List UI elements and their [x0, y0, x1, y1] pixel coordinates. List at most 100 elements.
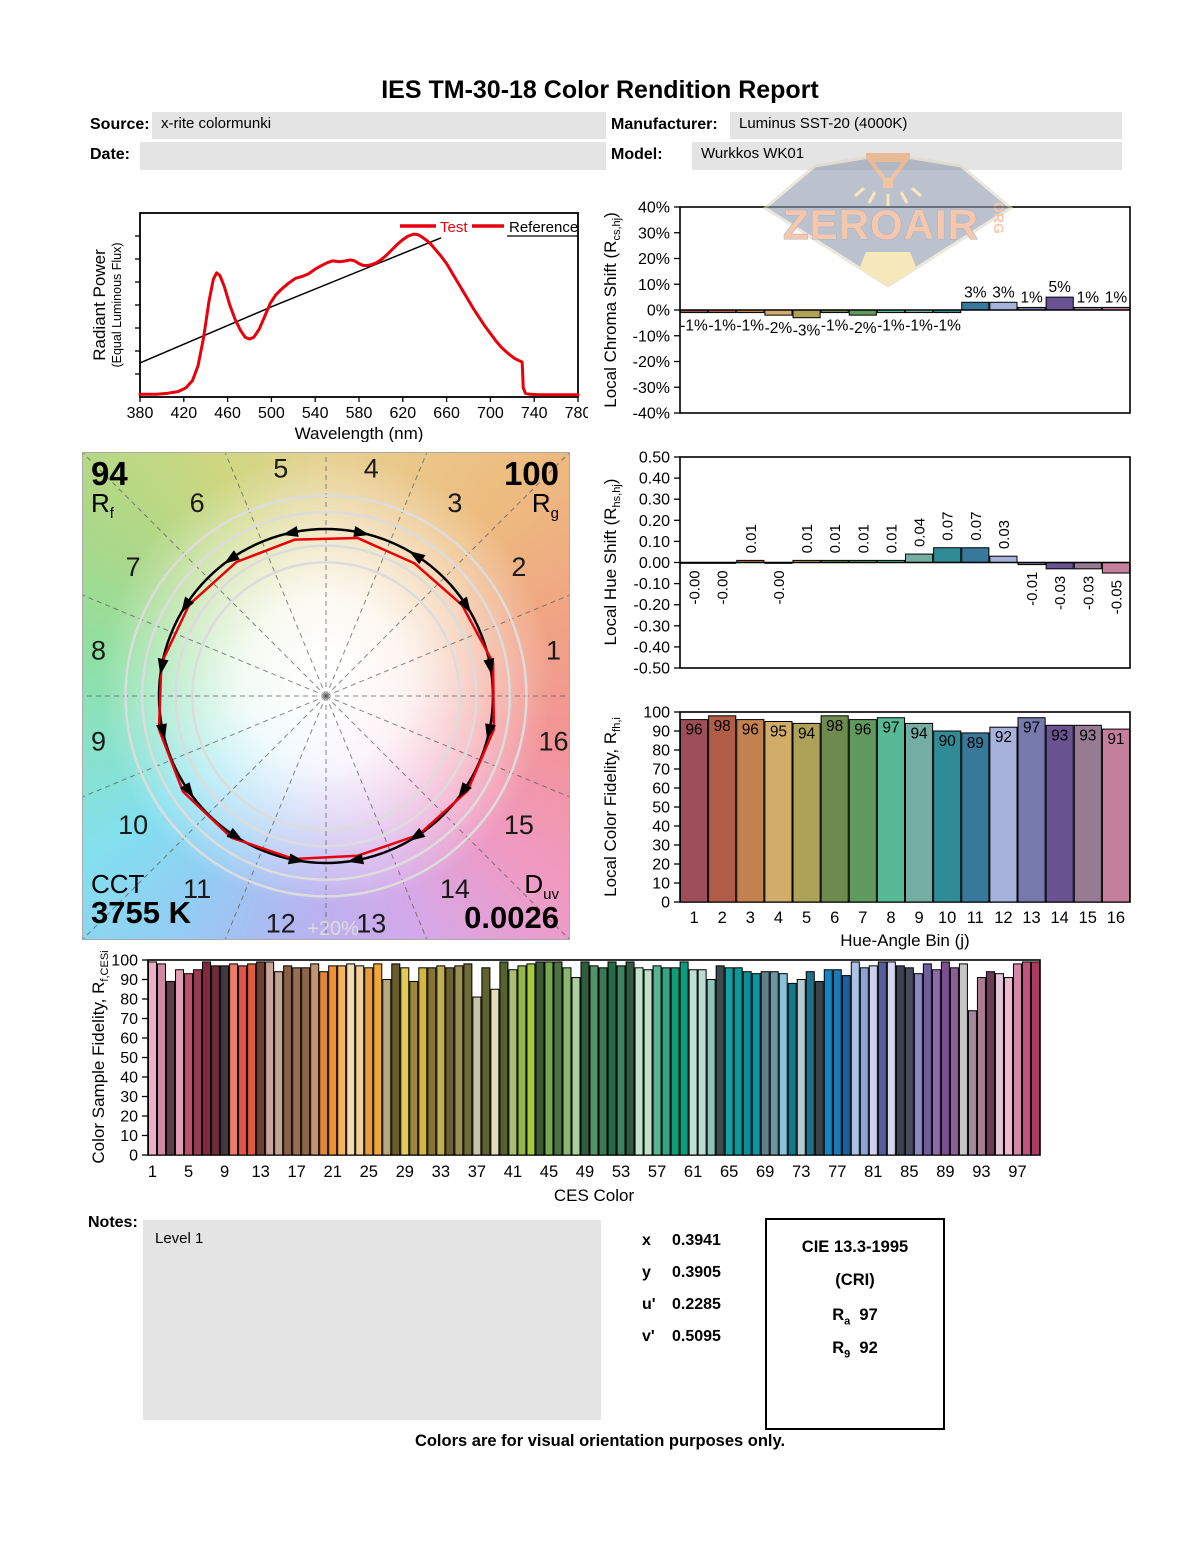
- cct-badge: CCT 3755 K: [91, 869, 191, 930]
- svg-text:Test: Test: [440, 219, 468, 236]
- svg-text:-2%: -2%: [849, 320, 877, 337]
- svg-text:540: 540: [302, 405, 329, 422]
- chromaticity-row-v: v' 0.5095: [642, 1328, 721, 1345]
- chromaticity-row-x: x 0.3941: [642, 1232, 721, 1249]
- date-label: Date:: [90, 146, 131, 163]
- chroma-shift-y-axis-label: Local Chroma Shift (Rcs,hj): [600, 212, 624, 408]
- svg-text:0.01: 0.01: [827, 524, 844, 553]
- svg-text:90: 90: [939, 733, 957, 750]
- svg-text:50: 50: [652, 800, 670, 817]
- svg-text:5%: 5%: [1048, 279, 1071, 296]
- svg-text:-0.00: -0.00: [687, 570, 704, 604]
- svg-text:29: 29: [396, 1163, 414, 1181]
- svg-text:70: 70: [652, 762, 670, 779]
- svg-text:16: 16: [1107, 909, 1125, 927]
- svg-text:-30%: -30%: [633, 380, 670, 397]
- watermark-text: ZEROAIR: [783, 201, 979, 248]
- svg-text:100: 100: [643, 705, 670, 722]
- svg-text:92: 92: [995, 729, 1012, 746]
- svg-text:-40%: -40%: [633, 406, 670, 423]
- svg-text:3: 3: [447, 488, 462, 518]
- svg-text:Hue-Angle Bin (j): Hue-Angle Bin (j): [840, 931, 969, 950]
- svg-text:65: 65: [720, 1163, 738, 1181]
- svg-text:45: 45: [540, 1163, 558, 1181]
- svg-text:3%: 3%: [964, 284, 987, 301]
- svg-text:10: 10: [118, 810, 148, 840]
- svg-text:53: 53: [612, 1163, 630, 1181]
- source-label: Source:: [90, 116, 150, 133]
- svg-text:9: 9: [220, 1163, 229, 1181]
- svg-text:0.07: 0.07: [940, 512, 957, 541]
- svg-text:+20%: +20%: [307, 918, 359, 939]
- manufacturer-value: Luminus SST-20 (4000K): [739, 115, 908, 132]
- svg-text:57: 57: [648, 1163, 666, 1181]
- svg-text:3%: 3%: [992, 284, 1015, 301]
- svg-text:420: 420: [170, 405, 197, 422]
- svg-text:60: 60: [652, 781, 670, 798]
- rg-badge: 100 Rg: [503, 455, 559, 523]
- cri-ra-row: Ra 97: [832, 1306, 878, 1328]
- svg-text:-0.50: -0.50: [634, 661, 671, 678]
- svg-text:4: 4: [364, 453, 379, 483]
- svg-text:37: 37: [468, 1163, 486, 1181]
- svg-text:12: 12: [994, 909, 1012, 927]
- svg-text:12: 12: [266, 909, 296, 939]
- svg-text:-1%: -1%: [680, 318, 708, 335]
- svg-text:-1%: -1%: [708, 318, 736, 335]
- svg-text:16: 16: [539, 726, 569, 756]
- svg-text:-20%: -20%: [633, 354, 670, 371]
- svg-text:33: 33: [432, 1163, 450, 1181]
- watermark-light-beams: [769, 250, 1007, 286]
- svg-text:11: 11: [967, 909, 984, 927]
- svg-text:-1%: -1%: [905, 318, 933, 335]
- svg-text:0.40: 0.40: [639, 471, 670, 488]
- svg-text:-0.10: -0.10: [634, 576, 671, 593]
- hue-shift-y-axis-label: Local Hue Shift (Rhs,hj): [600, 478, 624, 646]
- date-value: [140, 142, 606, 145]
- spectral-power-distribution-chart: 380 420 460 500 540 580 620 660 700 740 780 Wavelen…: [127, 212, 588, 442]
- svg-text:1%: 1%: [1077, 289, 1100, 306]
- svg-text:30: 30: [652, 838, 670, 855]
- local-chroma-shift-chart: 40%30%20%10%0%-10%-20%-30%-40%-1% -1% -1% -…: [633, 200, 1131, 423]
- svg-text:11: 11: [183, 874, 211, 904]
- source-value: x-rite colormunki: [161, 115, 272, 132]
- svg-text:96: 96: [685, 722, 702, 739]
- svg-text:69: 69: [756, 1163, 774, 1181]
- svg-text:5: 5: [273, 453, 288, 483]
- svg-text:97: 97: [1008, 1163, 1026, 1181]
- svg-text:98: 98: [714, 718, 731, 735]
- svg-text:77: 77: [828, 1163, 846, 1181]
- svg-text:8: 8: [886, 909, 895, 927]
- svg-text:14: 14: [1051, 909, 1069, 927]
- svg-text:50: 50: [120, 1050, 138, 1067]
- svg-text:10: 10: [120, 1128, 138, 1145]
- svg-text:-0.00: -0.00: [715, 570, 732, 604]
- svg-text:91: 91: [1107, 731, 1124, 748]
- svg-text:7: 7: [126, 552, 141, 582]
- svg-text:0: 0: [129, 1148, 138, 1165]
- svg-text:15: 15: [1079, 909, 1097, 927]
- svg-text:1%: 1%: [1105, 289, 1128, 306]
- svg-text:93: 93: [1079, 727, 1096, 744]
- svg-text:90: 90: [652, 724, 670, 741]
- svg-text:-0.30: -0.30: [634, 618, 671, 635]
- duv-badge: Duv 0.0026: [464, 869, 559, 936]
- svg-text:0.01: 0.01: [883, 524, 900, 553]
- svg-text:0.30: 0.30: [639, 492, 670, 509]
- svg-text:25: 25: [360, 1163, 378, 1181]
- svg-text:0.01: 0.01: [799, 524, 816, 553]
- svg-text:81: 81: [864, 1163, 882, 1181]
- svg-text:41: 41: [504, 1163, 522, 1181]
- local-color-fidelity-chart: 1009080706050403020100961982963954945986…: [643, 705, 1131, 950]
- svg-text:6: 6: [830, 909, 839, 927]
- svg-text:Wavelength (nm): Wavelength (nm): [295, 424, 424, 442]
- svg-text:5: 5: [802, 909, 811, 927]
- flashlight-icon: [854, 153, 922, 206]
- svg-text:13: 13: [251, 1163, 269, 1181]
- svg-text:61: 61: [684, 1163, 702, 1181]
- svg-text:14: 14: [440, 874, 470, 904]
- svg-text:0.01: 0.01: [855, 524, 872, 553]
- date-field: [140, 142, 606, 170]
- svg-text:0.07: 0.07: [968, 512, 985, 541]
